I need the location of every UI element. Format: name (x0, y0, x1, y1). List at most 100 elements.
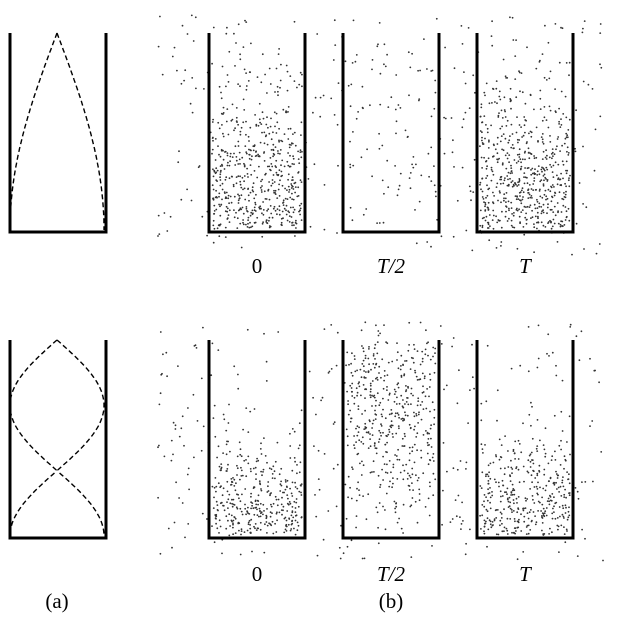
particle (244, 488, 246, 490)
particle (178, 150, 180, 152)
particle (502, 485, 504, 487)
particle (400, 107, 402, 109)
particle (506, 528, 508, 530)
particle (414, 462, 416, 464)
particle (506, 77, 508, 79)
particle (360, 441, 362, 443)
particle (531, 197, 533, 199)
particle (288, 173, 290, 175)
particle (280, 64, 282, 66)
particle (293, 188, 295, 190)
particle (314, 494, 316, 496)
particle (193, 40, 195, 42)
particle (487, 517, 489, 519)
particle (289, 445, 291, 447)
particle (187, 407, 189, 409)
particle (315, 414, 317, 416)
particle (495, 215, 497, 217)
particle (222, 183, 224, 185)
particle (520, 513, 522, 515)
particle (430, 424, 432, 426)
particle (551, 200, 553, 202)
particle (584, 20, 586, 22)
particle (361, 156, 363, 158)
particle (383, 380, 385, 382)
particle (488, 223, 490, 225)
particle (293, 158, 295, 160)
particle (218, 482, 220, 484)
particle (425, 395, 427, 397)
particle (272, 183, 274, 185)
particle (368, 447, 370, 449)
particle (351, 383, 353, 385)
particle (369, 419, 371, 421)
particle (518, 184, 520, 186)
particle (427, 442, 429, 444)
particle (517, 154, 519, 156)
particle (512, 39, 514, 41)
particle (592, 481, 594, 483)
particle (285, 209, 287, 211)
particle (488, 480, 490, 482)
particle (555, 214, 557, 216)
particle (531, 188, 533, 190)
particle (260, 142, 262, 144)
particle (409, 459, 411, 461)
particle (560, 118, 562, 120)
particle (566, 151, 568, 153)
particle (227, 165, 229, 167)
particle (236, 121, 238, 123)
particle (599, 63, 601, 65)
particle (239, 163, 241, 165)
particle (579, 359, 581, 361)
particle (373, 420, 375, 422)
particle (351, 352, 353, 354)
particle (238, 202, 240, 204)
particle (217, 122, 219, 124)
particle (262, 221, 264, 223)
particle (300, 72, 302, 74)
particle (565, 206, 567, 208)
particle (219, 176, 221, 178)
particle (378, 335, 380, 337)
particle (247, 512, 249, 514)
particle (545, 190, 547, 192)
particle (391, 413, 393, 415)
particle (564, 541, 566, 543)
particle (531, 459, 533, 461)
particle (276, 197, 278, 199)
particle (519, 365, 521, 367)
particle (266, 116, 268, 118)
particle (184, 537, 186, 539)
particle (277, 208, 279, 210)
particle (508, 201, 510, 203)
particle (497, 137, 499, 139)
particle (422, 373, 424, 375)
particle (571, 254, 573, 256)
particle (485, 204, 487, 206)
particle (292, 517, 294, 519)
particle (227, 491, 229, 493)
particle (175, 481, 177, 483)
particle (290, 530, 292, 532)
particle (565, 460, 567, 462)
particle (336, 232, 338, 234)
particle (346, 429, 348, 431)
particle (256, 461, 258, 463)
particle (287, 90, 289, 92)
particle (233, 153, 235, 155)
particle (282, 211, 284, 213)
particle (293, 528, 295, 530)
particle (511, 472, 513, 474)
particle (526, 219, 528, 221)
particle (536, 450, 538, 452)
particle (272, 477, 274, 479)
particle (300, 461, 302, 463)
particle (549, 135, 551, 137)
particle (558, 121, 560, 123)
particle (273, 149, 275, 151)
particle (518, 508, 520, 510)
particle (213, 199, 215, 201)
particle (240, 187, 242, 189)
particle (239, 441, 241, 443)
